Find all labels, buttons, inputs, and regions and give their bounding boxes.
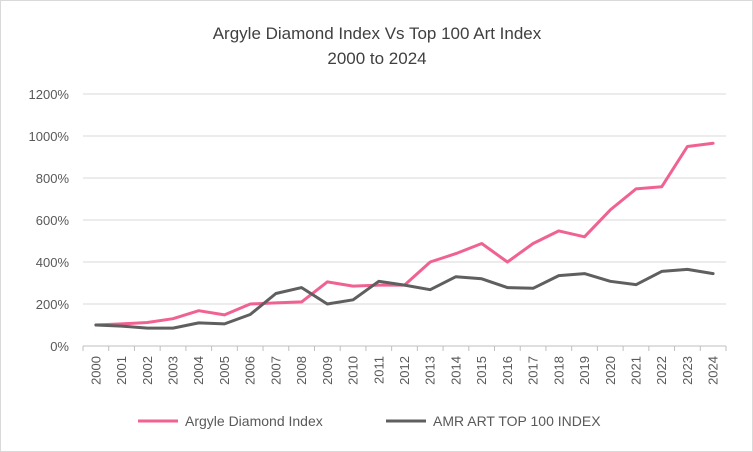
x-tick-label: 2009 (320, 356, 335, 385)
x-tick-label: 2007 (268, 356, 283, 385)
y-tick-label: 600% (36, 213, 70, 228)
x-tick-label: 2005 (217, 356, 232, 385)
x-tick-label: 2014 (448, 356, 463, 385)
chart-title: Argyle Diamond Index Vs Top 100 Art Inde… (213, 24, 542, 43)
y-tick-label: 800% (36, 171, 70, 186)
x-tick-label: 2006 (243, 356, 258, 385)
y-tick-label: 0% (50, 339, 69, 354)
x-tick-label: 2011 (371, 356, 386, 384)
x-tick-label: 2000 (88, 356, 103, 385)
x-tick-label: 2001 (114, 356, 129, 385)
axes: 0% 200% 400% 600% 800% 1000% 1200% 2000 2001 2002… (29, 87, 727, 385)
x-tick-label: 2010 (346, 356, 361, 385)
x-tick-label: 2021 (628, 356, 643, 385)
y-tick-label: 400% (36, 255, 70, 270)
x-tick-label: 2012 (397, 356, 412, 385)
x-tick-label: 2022 (654, 356, 669, 385)
x-tick-label: 2018 (551, 356, 566, 385)
x-tick-label: 2016 (500, 356, 515, 385)
y-tick-label: 200% (36, 297, 70, 312)
y-tick-label: 1200% (29, 87, 70, 102)
chart-subtitle: 2000 to 2024 (327, 49, 426, 68)
series-line (94, 267, 715, 330)
x-tick-label: 2023 (680, 356, 695, 385)
x-tick-label: 2002 (140, 356, 155, 385)
x-tick-label: 2003 (166, 356, 181, 385)
x-tick-label: 2017 (526, 356, 541, 385)
x-tick-label: 2008 (294, 356, 309, 385)
x-tick-label: 2019 (577, 356, 592, 385)
legend: Argyle Diamond Index AMR ART TOP 100 INDE… (138, 413, 601, 429)
series-lines (94, 141, 715, 330)
legend-label: AMR ART TOP 100 INDEX (433, 413, 601, 429)
x-tick-label: 2013 (423, 356, 438, 385)
y-tick-label: 1000% (29, 129, 70, 144)
legend-label: Argyle Diamond Index (185, 413, 323, 429)
x-tick-label: 2015 (474, 356, 489, 385)
x-tick-label: 2004 (191, 356, 206, 385)
x-tick-label: 2020 (603, 356, 618, 385)
gridlines (83, 93, 726, 305)
x-tick-label: 2024 (706, 356, 721, 385)
series-line (94, 141, 715, 327)
